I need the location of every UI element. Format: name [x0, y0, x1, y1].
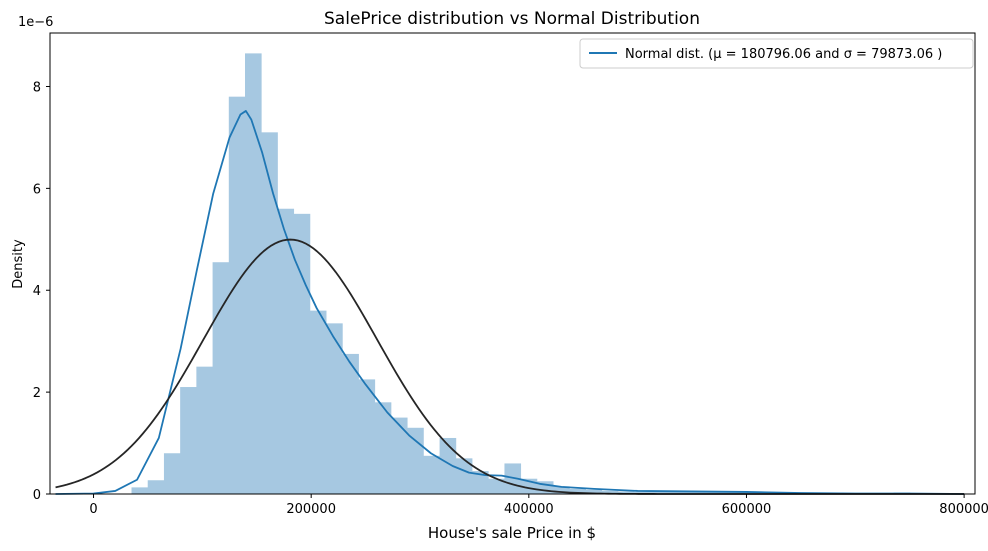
histogram-bar — [715, 491, 732, 494]
histogram-bar — [277, 208, 295, 495]
legend-box — [579, 38, 974, 69]
histogram-bar — [309, 310, 327, 494]
histogram-bar — [131, 487, 149, 494]
histogram-bar — [212, 262, 230, 494]
y-tick-label: 8 — [33, 80, 41, 95]
plot-area — [55, 53, 965, 495]
y-tick-label: 4 — [33, 284, 41, 299]
histogram-bar — [731, 491, 749, 494]
histogram-bar — [147, 480, 165, 494]
x-axis-label: House's sale Price in $ — [428, 524, 596, 542]
histogram-bar — [407, 427, 424, 494]
histogram-bar — [163, 453, 181, 494]
axes-frame — [49, 32, 976, 495]
axes: 0 200000 400000 600000 800000 0 2 4 6 8 — [33, 32, 988, 517]
histogram-bar — [682, 491, 700, 494]
histogram-bar — [601, 490, 619, 494]
x-tick-label: 0 — [89, 502, 97, 517]
histogram-bar — [617, 491, 635, 494]
histogram-bar — [666, 490, 684, 494]
chart-title: SalePrice distribution vs Normal Distrib… — [324, 9, 700, 29]
histogram-bar — [553, 486, 570, 494]
histogram-bar — [342, 353, 359, 494]
histogram-bar — [634, 491, 651, 494]
histogram-bar — [196, 366, 213, 494]
y-axis-offset-label: 1e−6 — [18, 15, 53, 30]
histogram-bar — [358, 379, 376, 494]
histogram-bar — [650, 491, 667, 494]
kde-curve — [55, 110, 965, 495]
histogram-bar — [374, 402, 392, 494]
y-tick-label: 0 — [33, 488, 41, 503]
histogram-bar — [569, 488, 586, 494]
histogram-bar — [488, 478, 505, 494]
x-tick-label: 400000 — [504, 502, 554, 517]
histogram-bar — [261, 132, 278, 494]
legend-entry-label: Normal dist. (μ = 180796.06 and σ = 7987… — [625, 47, 942, 62]
legend: Normal dist. (μ = 180796.06 and σ = 7987… — [579, 38, 974, 69]
histogram-bar — [455, 458, 473, 494]
histogram-bar — [228, 96, 246, 495]
x-tick-label: 800000 — [939, 502, 988, 517]
x-tick-label: 200000 — [286, 502, 336, 517]
histogram-bar — [180, 387, 197, 494]
y-tick-label: 6 — [33, 182, 41, 197]
histogram-bar — [326, 323, 343, 494]
histogram-bar — [390, 417, 408, 494]
histogram-bar — [585, 489, 603, 494]
histogram-bar — [293, 213, 311, 494]
histogram-bar — [439, 437, 457, 494]
histogram-bar — [699, 491, 716, 494]
histogram-bar — [245, 53, 262, 494]
histogram-bar — [423, 455, 440, 494]
y-axis-label: Density — [11, 239, 26, 289]
histogram-bar — [472, 471, 489, 494]
y-tick-label: 2 — [33, 386, 41, 401]
x-tick-label: 600000 — [722, 502, 772, 517]
